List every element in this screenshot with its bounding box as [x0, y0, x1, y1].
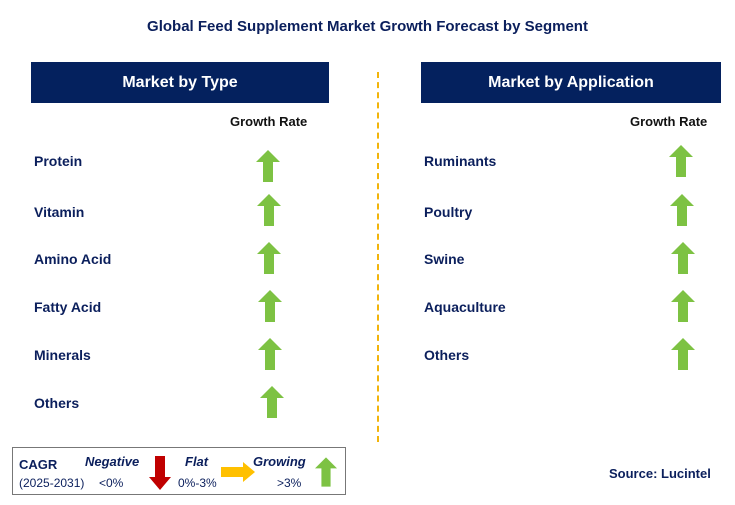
legend-growing-label: Growing [253, 454, 306, 469]
legend-negative-label: Negative [85, 454, 140, 469]
up-arrow-icon [257, 194, 281, 226]
application-row-label: Ruminants [424, 153, 497, 169]
up-arrow-icon [258, 338, 282, 370]
up-arrow-icon [258, 290, 282, 322]
source-note: Source: Lucintel [609, 466, 711, 481]
up-arrow-icon [669, 145, 693, 177]
legend-flat-range: 0%-3% [178, 476, 217, 490]
type-row-label: Vitamin [34, 204, 85, 220]
up-arrow-icon [256, 150, 280, 182]
type-row-label: Fatty Acid [34, 299, 102, 315]
market-by-type-header: Market by Type [31, 62, 329, 103]
dashed-divider [377, 72, 379, 442]
cagr-legend: CAGR (2025-2031) Negative <0% Flat 0%-3%… [12, 447, 346, 495]
down-arrow-icon [149, 456, 171, 490]
application-row-label: Others [424, 347, 470, 363]
type-row-label: Amino Acid [34, 251, 112, 267]
type-row-label: Minerals [34, 347, 91, 363]
legend-negative-range: <0% [99, 476, 124, 490]
application-growth-rate-label: Growth Rate [630, 114, 708, 129]
type-growth-rate-label: Growth Rate [230, 114, 308, 129]
application-row-label: Swine [424, 251, 465, 267]
up-arrow-icon [671, 242, 695, 274]
market-by-application-header: Market by Application [421, 62, 721, 103]
legend-growing-range: >3% [277, 476, 302, 490]
up-arrow-icon [670, 194, 694, 226]
up-arrow-icon [315, 457, 337, 487]
up-arrow-icon [257, 242, 281, 274]
application-row-label: Poultry [424, 204, 473, 220]
up-arrow-icon [671, 338, 695, 370]
up-arrow-icon [260, 386, 284, 418]
legend-flat-label: Flat [185, 454, 209, 469]
legend-cagr-label: CAGR [19, 457, 58, 472]
right-arrow-icon [221, 462, 255, 482]
page-title: Global Feed Supplement Market Growth For… [147, 18, 588, 35]
type-row-label: Others [34, 395, 80, 411]
up-arrow-icon [671, 290, 695, 322]
application-row-label: Aquaculture [424, 299, 506, 315]
type-row-label: Protein [34, 153, 83, 169]
legend-period: (2025-2031) [19, 476, 85, 490]
